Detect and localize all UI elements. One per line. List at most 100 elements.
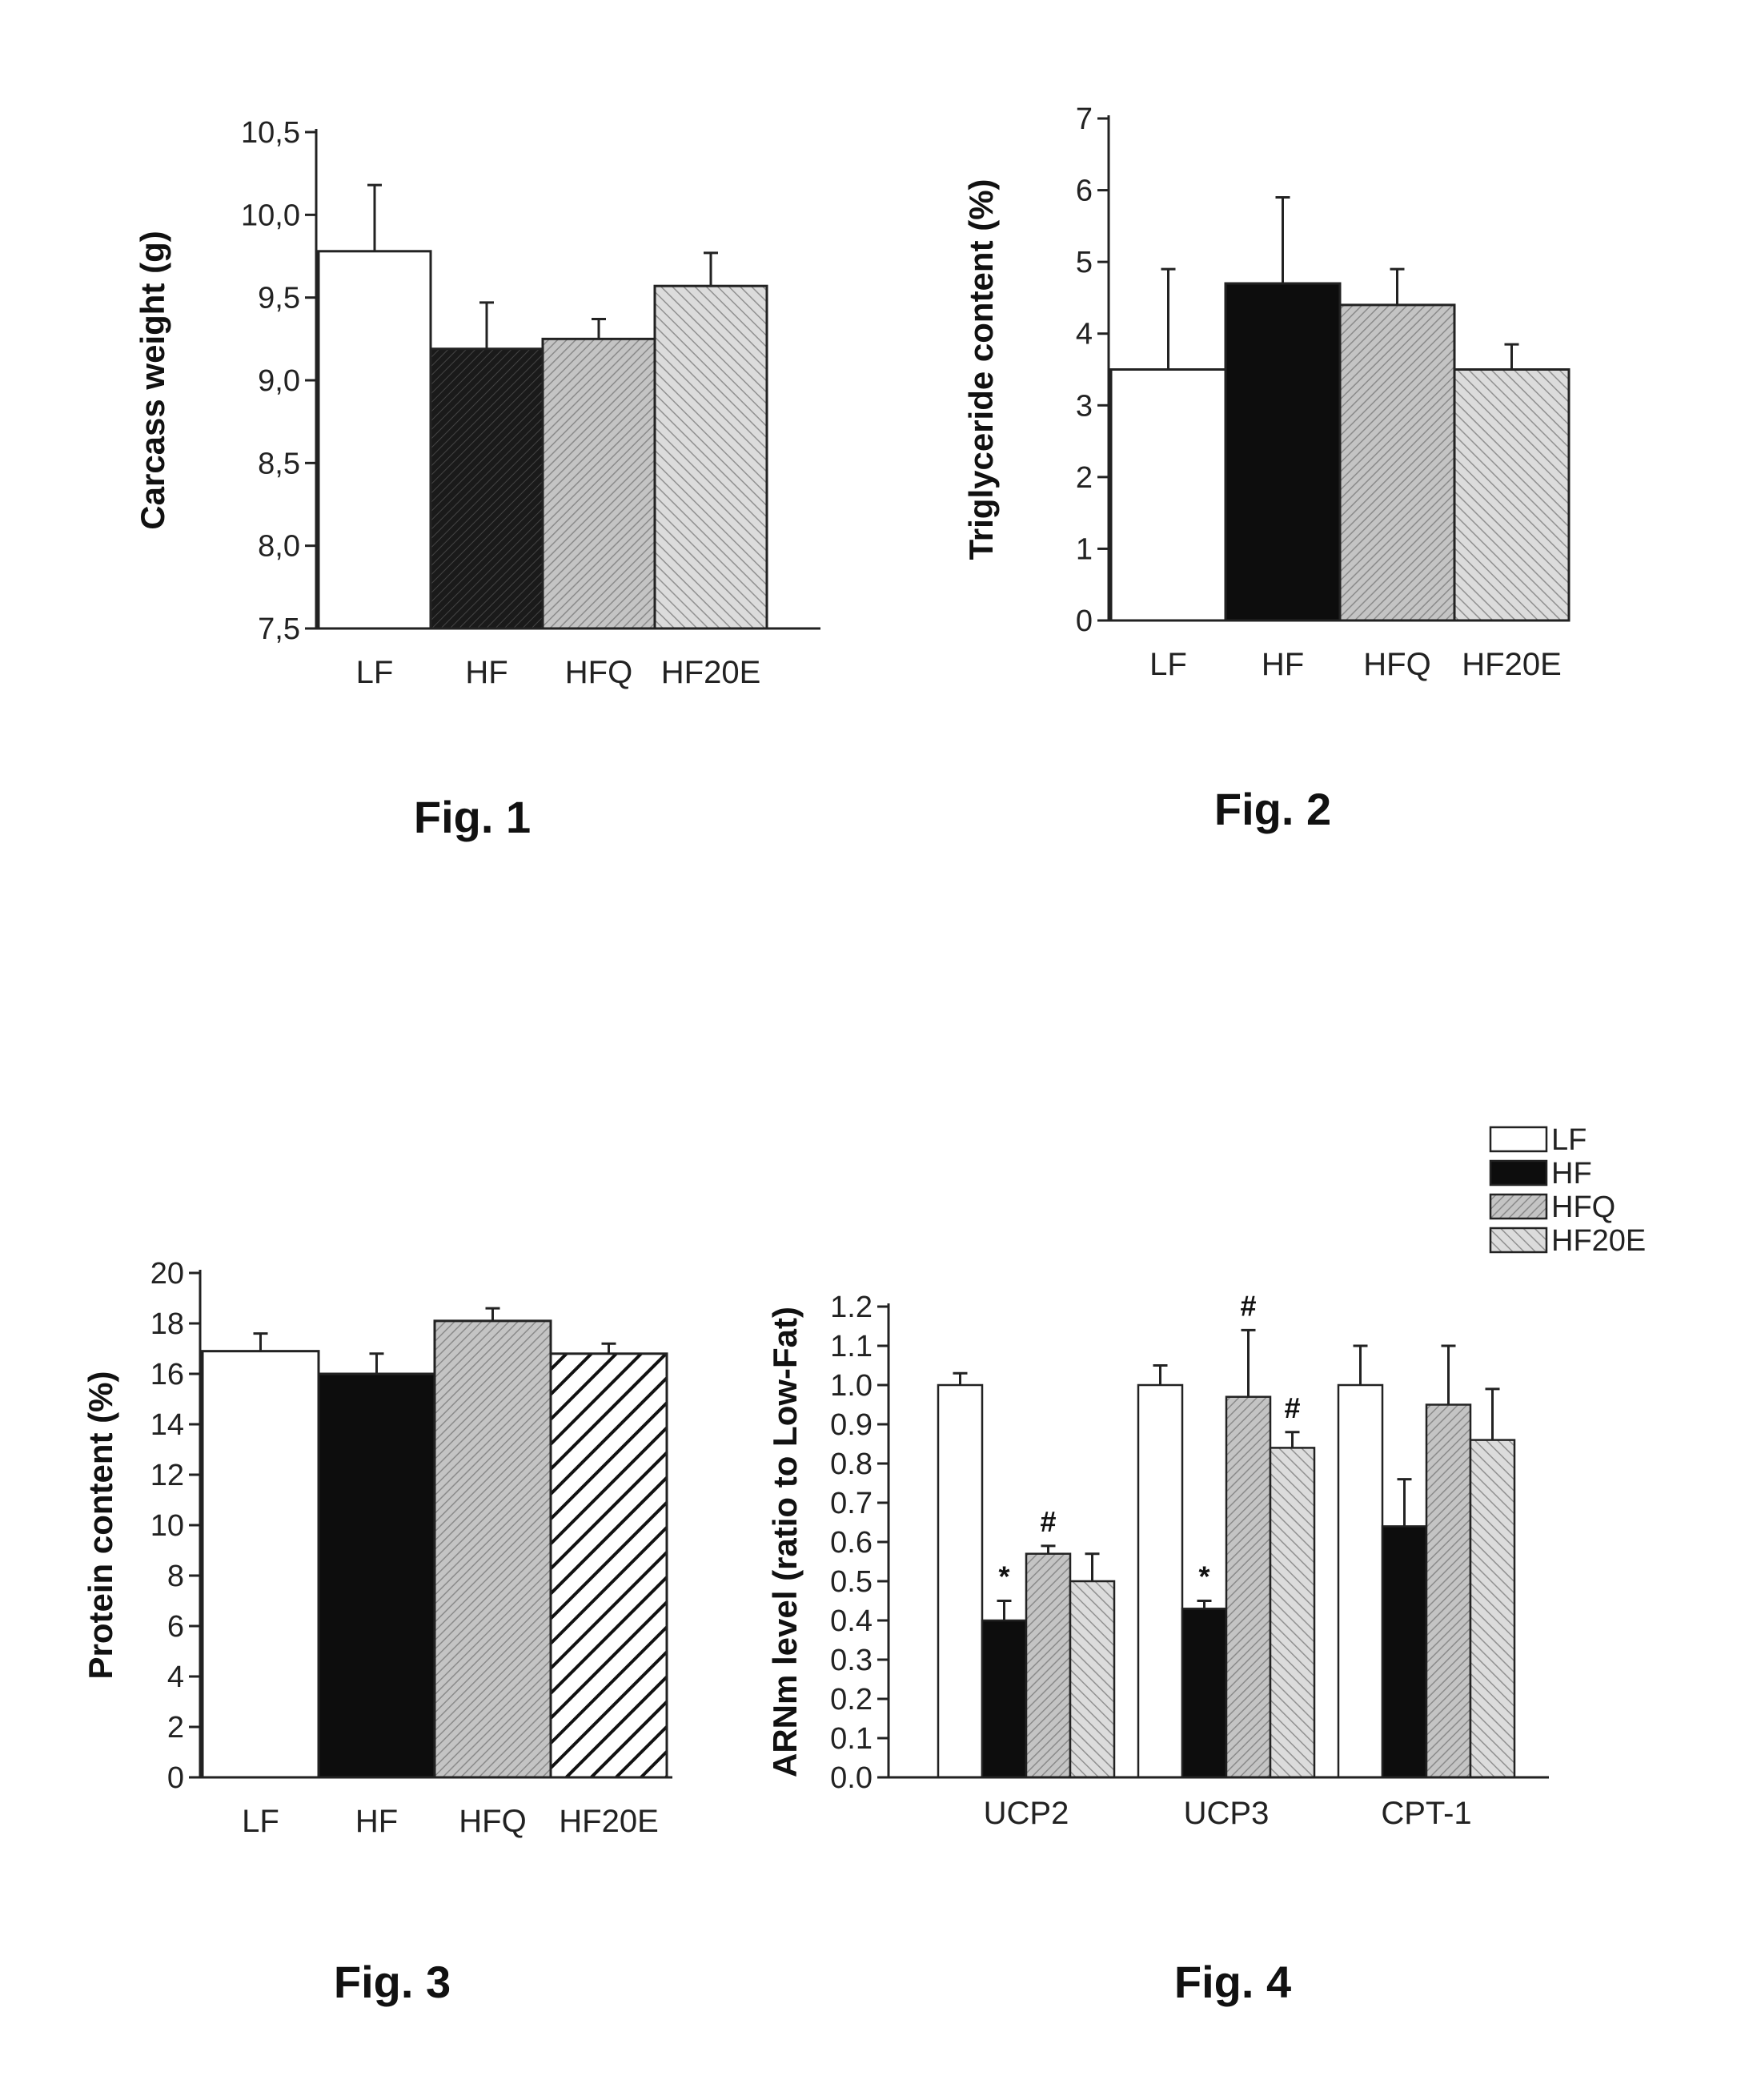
bar [1338,1385,1382,1777]
y-tick-label: 0.9 [830,1408,872,1442]
bar [1070,1581,1114,1777]
bar [1454,370,1569,621]
y-tick-label: 8,0 [258,530,300,564]
x-category-label: HF [355,1804,398,1839]
bar [203,1351,319,1777]
bar [1470,1440,1514,1777]
x-category-label: HF20E [559,1804,659,1839]
figure-sheet: LFHFHFQHF20E7,58,08,59,09,510,010,5Carca… [0,0,1745,2100]
y-tick-label: 0.6 [830,1526,872,1560]
bar [1382,1526,1426,1777]
x-category-label: LF [1149,647,1187,682]
y-tick-label: 7 [1076,102,1093,136]
figure-4-caption: Fig. 4 [1174,1957,1291,2007]
y-tick-label: 12 [150,1459,184,1492]
figure-3-caption: Fig. 3 [334,1957,451,2007]
y-tick-label: 0.3 [830,1644,872,1677]
y-tick-label: 1.2 [830,1291,872,1324]
x-category-label: HFQ [565,655,632,690]
y-tick-label: 9,0 [258,364,300,398]
legend-swatch [1490,1195,1546,1219]
x-category-label: HFQ [459,1804,526,1839]
y-tick-label: 0.8 [830,1448,872,1481]
y-tick-label: 8 [167,1560,184,1593]
y-tick-label: 0.1 [830,1722,872,1756]
y-tick-label: 18 [150,1307,184,1341]
figure-4-chart: *#UCP2*##UCP3CPT-10.00.10.20.30.40.50.60… [766,1123,1646,1831]
bar [938,1385,982,1777]
bar [543,339,655,628]
y-tick-label: 1 [1076,532,1093,566]
y-tick-label: 20 [150,1257,184,1291]
y-tick-label: 0 [1076,604,1093,638]
bar [431,349,543,628]
x-category-label: UCP2 [984,1796,1069,1831]
bar [982,1620,1026,1777]
figure-3-chart: LFHFHFQHF20E02468101214161820Protein con… [82,1257,672,1839]
bar [1426,1405,1470,1778]
bar [1226,283,1340,620]
x-category-label: UCP3 [1184,1796,1270,1831]
legend-label: LF [1551,1123,1587,1157]
y-tick-label: 8,5 [258,447,300,480]
y-tick-label: 6 [1076,175,1093,208]
y-tick-label: 3 [1076,389,1093,423]
figure-1-chart: LF HF HFQ HF20E 7,5 8,0 8,5 9,0 9,5 10,0 10,5 Carca… [134,116,820,690]
x-category-label: HFQ [1363,647,1430,682]
x-category-label: HF [1262,647,1304,682]
y-tick-label: 1.1 [830,1330,872,1363]
y-tick-label: 16 [150,1358,184,1391]
x-category-label: HF20E [1462,647,1562,682]
bar [1340,305,1454,620]
significance-mark: # [1284,1391,1300,1424]
y-axis-title: Carcass weight (g) [134,231,171,529]
bar [319,1374,435,1777]
y-tick-label: 10,0 [241,199,300,232]
bar [655,286,767,628]
legend-swatch [1490,1127,1546,1151]
legend-label: HF [1551,1157,1592,1191]
bar [319,251,431,628]
x-category-label: CPT-1 [1381,1796,1471,1831]
y-axis-title: Triglyceride content (%) [962,179,1000,560]
y-tick-label: 0.2 [830,1683,872,1717]
y-tick-label: 0.0 [830,1761,872,1795]
figure-2-caption: Fig. 2 [1214,784,1331,834]
y-tick-label: 10 [150,1509,184,1543]
y-tick-label: 1.0 [830,1369,872,1403]
bar [1226,1397,1270,1777]
legend: LFHFHFQHF20E [1490,1123,1646,1258]
y-axis-title: Protein content (%) [82,1371,119,1680]
legend-swatch [1490,1228,1546,1252]
y-tick-label: 4 [167,1660,184,1694]
y-tick-label: 5 [1076,246,1093,279]
legend-swatch [1490,1161,1546,1185]
bar [1270,1448,1314,1777]
y-tick-label: 9,5 [258,282,300,315]
y-tick-label: 0 [167,1761,184,1795]
legend-label: HFQ [1551,1191,1615,1224]
y-tick-label: 10,5 [241,116,300,150]
significance-mark: * [998,1560,1009,1593]
legend-label: HF20E [1551,1224,1646,1258]
bar [1026,1554,1070,1777]
bar [551,1354,667,1777]
y-tick-label: 4 [1076,318,1093,351]
x-category-label: HF [465,655,507,690]
y-tick-label: 0.4 [830,1604,872,1638]
significance-mark: # [1040,1505,1056,1538]
y-tick-label: 0.5 [830,1565,872,1599]
x-category-label: HF20E [661,655,761,690]
y-tick-label: 2 [1076,461,1093,495]
y-axis-title: ARNm level (ratio to Low-Fat) [766,1307,804,1777]
figure-1-caption: Fig. 1 [414,792,531,842]
figure-2-chart: LF HF HFQ HF20E 0 1 2 3 4 5 6 7 Triglyceride content… [962,102,1569,682]
x-category-label: LF [242,1804,279,1839]
y-tick-label: 7,5 [258,612,300,646]
bar [1182,1608,1226,1777]
bar [1138,1385,1182,1777]
x-category-label: LF [356,655,394,690]
y-tick-label: 2 [167,1711,184,1745]
y-tick-label: 6 [167,1610,184,1644]
significance-mark: * [1198,1560,1209,1593]
